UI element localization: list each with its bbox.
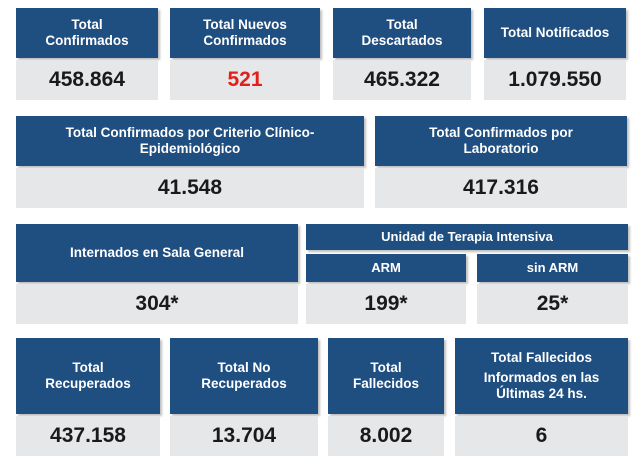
card-value: 417.316: [375, 168, 627, 208]
card-label: ARM: [306, 254, 466, 282]
card-total-confirmados: Total Confirmados 458.864: [16, 8, 158, 100]
card-label: Total Notificados: [484, 8, 626, 58]
card-value: 25*: [477, 284, 628, 324]
card-value: 465.322: [333, 60, 471, 100]
card-value: 1.079.550: [484, 60, 626, 100]
card-value: 6: [455, 416, 628, 456]
card-fallecidos-24hs: Total Fallecidos Informados en las Últim…: [455, 338, 628, 456]
card-total-nuevos-confirmados: Total Nuevos Confirmados 521: [170, 8, 320, 100]
card-label: Internados en Sala General: [16, 224, 298, 282]
card-value: 8.002: [328, 416, 444, 456]
card-value: 41.548: [16, 168, 364, 208]
card-sublabel: Informados en las Últimas 24 hs.: [483, 370, 600, 401]
card-label: Total No Recuperados: [170, 338, 318, 414]
card-label: Total Nuevos Confirmados: [170, 8, 320, 58]
card-value: 13.704: [170, 416, 318, 456]
card-uti-arm: ARM 199*: [306, 254, 466, 324]
card-confirmados-laboratorio: Total Confirmados por Laboratorio 417.31…: [375, 116, 627, 208]
card-label: Total Confirmados: [16, 8, 158, 58]
card-value: 458.864: [16, 60, 158, 100]
uti-group-header: Unidad de Terapia Intensiva: [306, 224, 628, 250]
card-total-no-recuperados: Total No Recuperados 13.704: [170, 338, 318, 456]
card-value: 521: [170, 60, 320, 100]
card-total-recuperados: Total Recuperados 437.158: [16, 338, 160, 456]
card-uti-sin-arm: sin ARM 25*: [477, 254, 628, 324]
uti-label: Unidad de Terapia Intensiva: [306, 224, 628, 250]
card-label: Total Fallecidos: [328, 338, 444, 414]
card-value: 437.158: [16, 416, 160, 456]
card-header: Total Fallecidos Informados en las Últim…: [455, 338, 628, 414]
card-total-notificados: Total Notificados 1.079.550: [484, 8, 626, 100]
card-label: Total Confirmados por Criterio Clínico- …: [16, 116, 364, 166]
card-internados-sala-general: Internados en Sala General 304*: [16, 224, 298, 324]
card-label: Total Confirmados por Laboratorio: [375, 116, 627, 166]
card-value: 304*: [16, 284, 298, 324]
card-label: Total Fallecidos: [490, 350, 593, 365]
card-label: sin ARM: [477, 254, 628, 282]
card-label: Total Descartados: [333, 8, 471, 58]
card-confirmados-clinico: Total Confirmados por Criterio Clínico- …: [16, 116, 364, 208]
card-total-fallecidos: Total Fallecidos 8.002: [328, 338, 444, 456]
card-value: 199*: [306, 284, 466, 324]
card-total-descartados: Total Descartados 465.322: [333, 8, 471, 100]
card-label: Total Recuperados: [16, 338, 160, 414]
